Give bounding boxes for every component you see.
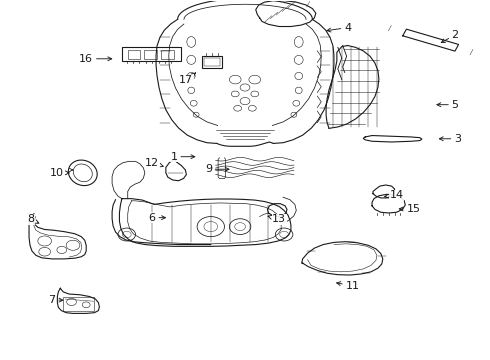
Text: 1: 1 [171, 152, 195, 162]
Text: 3: 3 [440, 134, 461, 144]
Text: 6: 6 [148, 213, 166, 222]
Text: 10: 10 [50, 168, 69, 178]
Text: 9: 9 [205, 164, 229, 174]
Polygon shape [302, 242, 383, 275]
Text: 15: 15 [399, 204, 420, 215]
Text: 4: 4 [327, 23, 351, 33]
Text: 14: 14 [385, 190, 404, 200]
Text: 13: 13 [268, 215, 286, 224]
Text: 8: 8 [27, 215, 39, 224]
Text: 12: 12 [145, 158, 163, 168]
Text: 17: 17 [179, 73, 196, 85]
Ellipse shape [69, 160, 97, 186]
Text: 5: 5 [437, 100, 459, 110]
FancyBboxPatch shape [202, 55, 221, 68]
Circle shape [275, 228, 293, 241]
Text: 2: 2 [441, 30, 459, 42]
Text: 11: 11 [337, 281, 360, 291]
Text: 7: 7 [49, 295, 63, 305]
FancyBboxPatch shape [122, 47, 180, 61]
Polygon shape [29, 214, 86, 259]
Polygon shape [363, 135, 422, 142]
Circle shape [118, 228, 136, 241]
Polygon shape [403, 29, 459, 51]
Text: 16: 16 [79, 54, 112, 64]
Polygon shape [57, 288, 99, 314]
Circle shape [197, 217, 224, 237]
Circle shape [229, 219, 251, 234]
